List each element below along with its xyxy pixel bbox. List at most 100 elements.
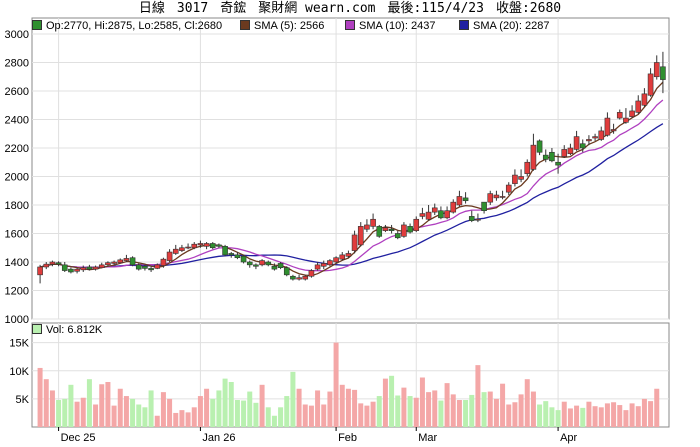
candle-body xyxy=(623,117,629,123)
candle-body xyxy=(512,174,518,184)
candle-body xyxy=(431,207,438,213)
header-period: 日線 xyxy=(138,1,165,16)
volume-y-tick-label: 15K xyxy=(9,338,29,350)
candle-body xyxy=(555,161,561,166)
volume-bar xyxy=(62,398,68,427)
volume-bar xyxy=(191,407,197,427)
volume-bar xyxy=(333,342,339,427)
legend-sma20: SMA (20): 2287 xyxy=(459,18,549,34)
candle-body xyxy=(462,197,469,202)
candle-body xyxy=(172,248,179,254)
candle-body xyxy=(425,211,432,220)
legend-sma10-label: SMA (10): 2437 xyxy=(359,20,436,32)
candle-body xyxy=(314,264,321,270)
candle-body xyxy=(148,268,154,271)
candle-body xyxy=(246,261,253,266)
candle-body xyxy=(98,264,105,269)
volume-bar xyxy=(74,401,80,427)
candle-body xyxy=(277,263,284,268)
volume-bar xyxy=(284,396,290,427)
volume-bar xyxy=(376,396,382,427)
volume-bar xyxy=(407,396,413,427)
volume-bar xyxy=(142,407,148,427)
volume-bar xyxy=(37,367,43,427)
candle-body xyxy=(154,264,161,269)
x-axis-label: Feb xyxy=(338,432,357,444)
candle-body xyxy=(394,233,401,239)
candle-body xyxy=(240,255,247,263)
candle-body xyxy=(105,262,111,266)
volume-bar xyxy=(234,400,240,427)
candle-body xyxy=(111,261,117,264)
candle-body xyxy=(179,247,185,251)
legend-sma5-swatch xyxy=(240,20,250,30)
volume-bar xyxy=(419,377,425,427)
candle-body xyxy=(629,110,635,117)
candle-body xyxy=(493,194,500,199)
volume-bar xyxy=(352,389,358,427)
volume-y-tick-label: 5K xyxy=(16,394,30,406)
candle-body xyxy=(160,258,167,266)
candle-body xyxy=(166,251,173,261)
candle-body xyxy=(573,136,580,150)
candle-body xyxy=(191,243,198,249)
volume-bar xyxy=(617,405,623,427)
volume-bar xyxy=(265,407,271,427)
candle-body xyxy=(401,224,407,237)
candle-body xyxy=(308,270,315,277)
volume-bar xyxy=(111,405,117,427)
candle-body xyxy=(444,210,450,219)
candle-body xyxy=(549,151,555,162)
volume-bar xyxy=(518,394,524,427)
candle-body xyxy=(296,277,302,280)
price-panel: 1000 1200 1400 1600 1800 2000 2200 2400 2600 2800… xyxy=(5,17,670,326)
volume-bar xyxy=(426,392,432,427)
volume-bar xyxy=(567,408,573,427)
volume-bar xyxy=(469,394,475,427)
volume-bar xyxy=(327,391,333,427)
volume-bar xyxy=(444,383,450,427)
candle-body xyxy=(388,228,395,231)
x-axis-label: Apr xyxy=(560,432,577,444)
candle-body xyxy=(228,253,235,256)
price-plot-frame xyxy=(31,17,670,320)
volume-bar xyxy=(561,401,567,427)
volume-bar xyxy=(604,403,610,427)
candle-body xyxy=(616,112,623,119)
candle-body xyxy=(259,260,265,266)
price-y-tick-label: 1000 xyxy=(5,314,29,326)
volume-legend-label: Vol: 6.812K xyxy=(46,324,103,336)
sma5-line xyxy=(39,81,664,277)
volume-bar xyxy=(537,404,543,427)
candle-body xyxy=(653,62,660,78)
volume-bar xyxy=(56,400,62,427)
volume-bar xyxy=(493,398,499,427)
candle-body xyxy=(586,139,592,142)
candle-body xyxy=(438,210,444,219)
volume-bar xyxy=(580,407,586,427)
volume-legend-swatch xyxy=(32,324,42,334)
legend-sma20-label: SMA (20): 2287 xyxy=(473,20,550,32)
candle-body xyxy=(499,196,506,198)
header-last-date: 最後:115/4/23 xyxy=(387,1,484,16)
header-close: 收盤:2680 xyxy=(495,1,562,16)
volume-bar xyxy=(86,379,92,427)
volume-y-tick-label: 10K xyxy=(9,366,29,378)
volume-bar xyxy=(401,387,407,427)
volume-bar xyxy=(259,384,265,427)
candle-body xyxy=(129,257,136,266)
candle-body xyxy=(333,257,339,263)
chart-header: 日線 3017 奇鋐 聚財網 wearn.com 最後:115/4/23 收盤:2680 xyxy=(0,0,700,18)
candle-body xyxy=(339,254,346,260)
candle-body xyxy=(660,66,666,80)
candle-body xyxy=(86,266,93,270)
volume-bar xyxy=(308,405,314,427)
volume-bar xyxy=(389,375,395,427)
candle-body xyxy=(598,130,605,140)
candle-body xyxy=(468,216,475,221)
volume-bar xyxy=(598,407,604,427)
candle-body xyxy=(376,226,383,237)
price-y-tick-label: 2000 xyxy=(5,172,29,184)
candle-body xyxy=(641,93,648,106)
candle-body xyxy=(530,144,537,170)
